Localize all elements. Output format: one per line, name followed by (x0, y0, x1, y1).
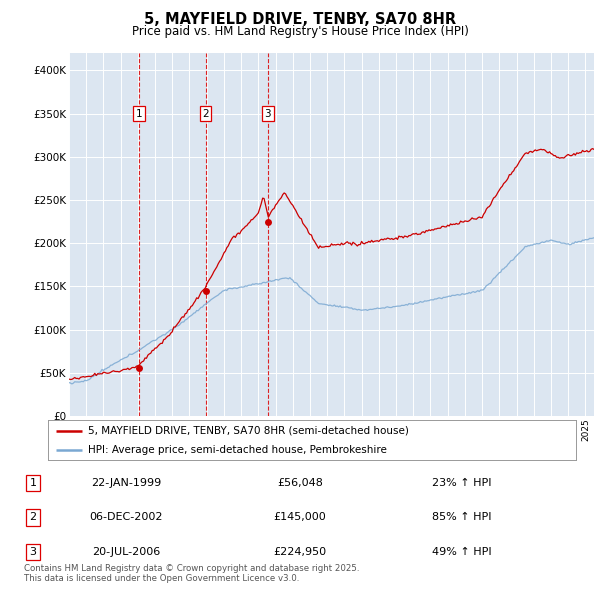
Text: 06-DEC-2002: 06-DEC-2002 (89, 513, 163, 522)
Text: 22-JAN-1999: 22-JAN-1999 (91, 478, 161, 488)
Text: 2: 2 (202, 109, 209, 119)
Text: 3: 3 (265, 109, 271, 119)
Text: 20-JUL-2006: 20-JUL-2006 (92, 547, 160, 556)
Text: 49% ↑ HPI: 49% ↑ HPI (432, 547, 492, 556)
Text: 23% ↑ HPI: 23% ↑ HPI (432, 478, 492, 488)
Text: 1: 1 (29, 478, 37, 488)
Text: £224,950: £224,950 (274, 547, 326, 556)
Text: 5, MAYFIELD DRIVE, TENBY, SA70 8HR (semi-detached house): 5, MAYFIELD DRIVE, TENBY, SA70 8HR (semi… (88, 426, 409, 436)
Text: £145,000: £145,000 (274, 513, 326, 522)
Text: 1: 1 (136, 109, 142, 119)
Text: 85% ↑ HPI: 85% ↑ HPI (432, 513, 492, 522)
Text: 3: 3 (29, 547, 37, 556)
Text: Price paid vs. HM Land Registry's House Price Index (HPI): Price paid vs. HM Land Registry's House … (131, 25, 469, 38)
Text: 5, MAYFIELD DRIVE, TENBY, SA70 8HR: 5, MAYFIELD DRIVE, TENBY, SA70 8HR (144, 12, 456, 27)
Text: Contains HM Land Registry data © Crown copyright and database right 2025.
This d: Contains HM Land Registry data © Crown c… (24, 563, 359, 583)
Text: £56,048: £56,048 (277, 478, 323, 488)
Text: HPI: Average price, semi-detached house, Pembrokeshire: HPI: Average price, semi-detached house,… (88, 445, 386, 455)
Text: 2: 2 (29, 513, 37, 522)
